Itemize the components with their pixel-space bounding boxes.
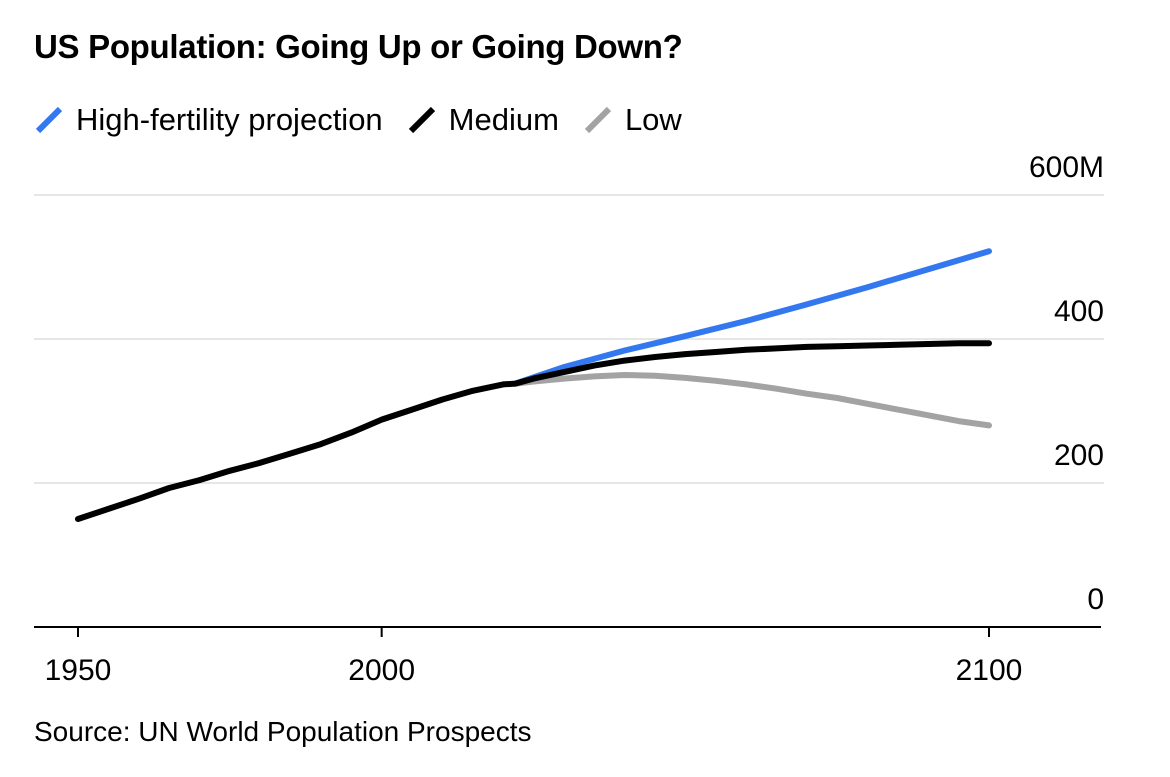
y-tick-label-400: 400 xyxy=(1054,295,1104,328)
legend-item-medium: Medium xyxy=(407,102,559,138)
legend-swatch-medium xyxy=(408,106,435,134)
grid-layer xyxy=(34,194,1104,484)
source-note: Source: UN World Population Prospects xyxy=(34,716,532,747)
legend: High-fertility projection Medium Low xyxy=(34,100,706,140)
legend-label-low: Low xyxy=(624,102,682,137)
y-tick-label-600: 600M xyxy=(1029,151,1104,184)
x-tick-label-2100: 2100 xyxy=(956,654,1023,687)
series-low-line xyxy=(512,372,992,429)
legend-label-high: High-fertility projection xyxy=(76,102,383,137)
y-tick-label-0: 0 xyxy=(1087,583,1104,616)
chart-title: US Population: Going Up or Going Down? xyxy=(34,28,683,65)
series-layer xyxy=(75,248,992,522)
x-tick-label-1950: 1950 xyxy=(45,654,112,687)
legend-item-high: High-fertility projection xyxy=(34,102,383,138)
legend-swatch-high xyxy=(35,106,63,134)
legend-label-medium: Medium xyxy=(448,102,559,137)
legend-swatch-low xyxy=(584,106,612,134)
legend-item-low: Low xyxy=(583,102,682,138)
series-medium-line xyxy=(75,340,992,522)
series-high-fertility-line xyxy=(512,248,992,387)
y-tick-label-200: 200 xyxy=(1054,439,1104,472)
x-tick-label-2000: 2000 xyxy=(348,654,415,687)
axis-layer xyxy=(34,626,1101,637)
